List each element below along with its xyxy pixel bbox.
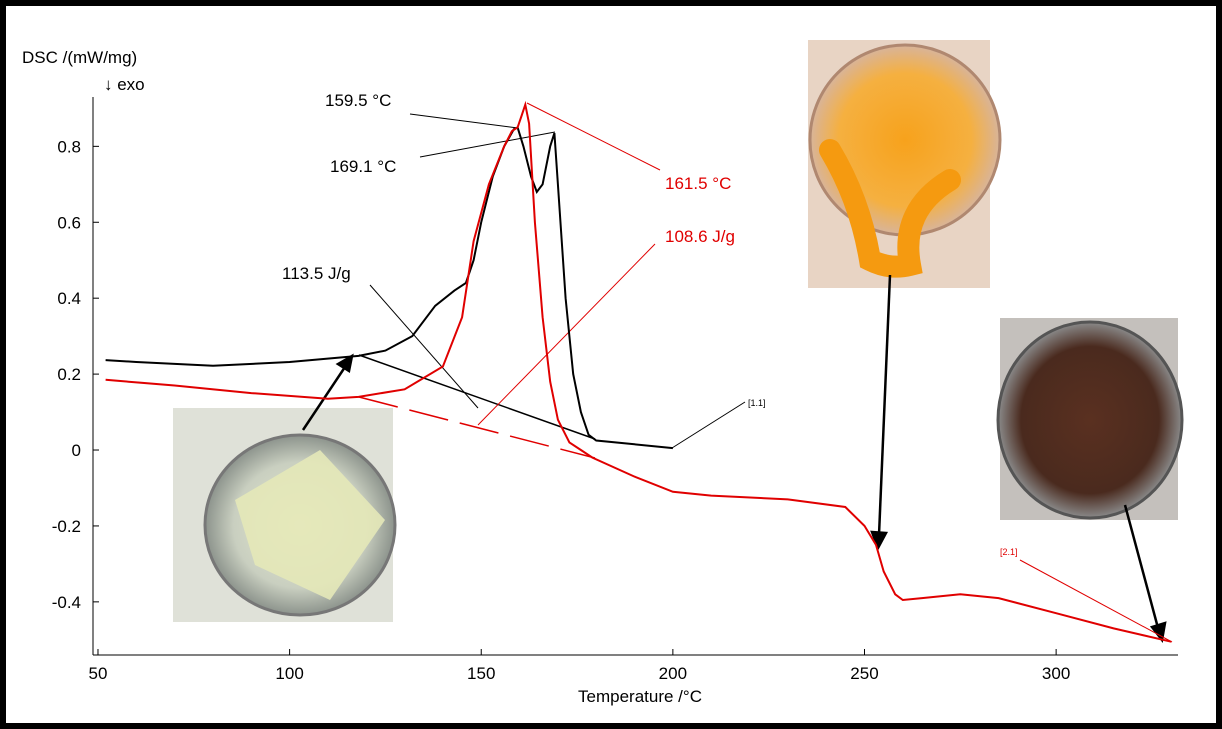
y-axis-note: ↓ exo (104, 75, 145, 94)
x-tick-label: 200 (659, 664, 687, 683)
annotation: 161.5 °C (665, 174, 731, 193)
x-tick-label: 150 (467, 664, 495, 683)
y-tick-label: -0.2 (52, 517, 81, 536)
y-tick-label: 0 (72, 441, 81, 460)
x-axis-label: Temperature /°C (578, 687, 702, 706)
y-tick-label: 0.4 (57, 289, 81, 308)
y-tick-label: -0.4 (52, 593, 81, 612)
y-tick-label: 0.2 (57, 365, 81, 384)
annotation: [1.1] (748, 398, 766, 408)
annotation: 159.5 °C (325, 91, 391, 110)
photo-sample-end (998, 318, 1182, 520)
y-axis-label: DSC /(mW/mg) (22, 48, 137, 67)
annotation: 108.6 J/g (665, 227, 735, 246)
y-tick-label: 0.8 (57, 137, 81, 156)
x-tick-label: 250 (850, 664, 878, 683)
chart: DSC /(mW/mg) ↓ exo Temperature /°C 159.5… (0, 0, 1222, 729)
x-tick-label: 50 (89, 664, 108, 683)
annotation: [2.1] (1000, 547, 1018, 557)
annotation: 169.1 °C (330, 157, 396, 176)
x-tick-label: 100 (275, 664, 303, 683)
annotation: 113.5 J/g (282, 264, 351, 283)
x-tick-label: 300 (1042, 664, 1070, 683)
y-tick-label: 0.6 (57, 213, 81, 232)
photo-sample-start (173, 408, 395, 622)
photo-sample-mid (808, 40, 1000, 288)
